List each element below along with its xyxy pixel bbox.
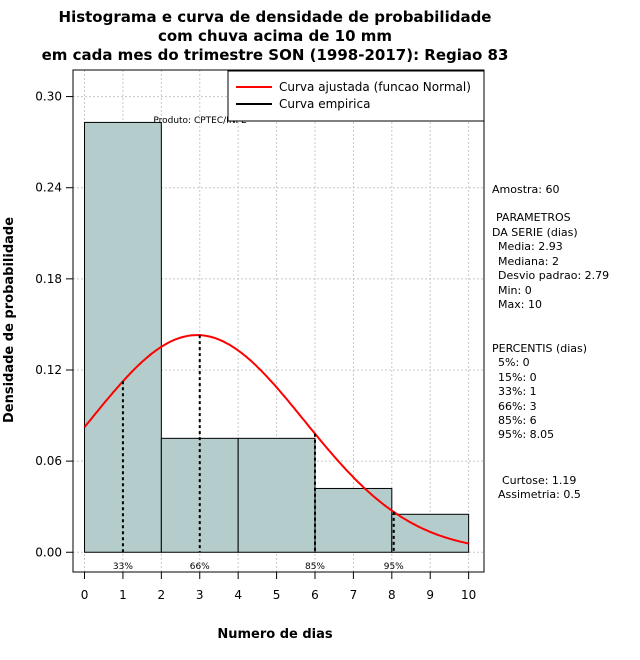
stat-parametros-title: PARAMETROS (496, 211, 571, 224)
x-tick-label: 2 (158, 588, 166, 602)
y-tick-label: 0.30 (35, 90, 62, 104)
stat-assimetria: Assimetria: 0.5 (498, 488, 581, 501)
stat-p5: 5%: 0 (498, 356, 530, 369)
stat-amostra: Amostra: 60 (492, 183, 559, 196)
x-tick-label: 1 (119, 588, 127, 602)
stat-percentis-title: PERCENTIS (dias) (492, 342, 587, 355)
x-tick-label: 4 (234, 588, 242, 602)
x-axis-label: Numero de dias (217, 627, 333, 642)
stat-max: Max: 10 (498, 298, 542, 311)
histogram-bar-4 (314, 487, 393, 553)
stat-p95: 95%: 8.05 (498, 428, 554, 441)
stats-panel: Amostra: 60 PARAMETROS DA SERIE (dias) M… (492, 183, 609, 501)
stat-p85: 85%: 6 (498, 414, 537, 427)
x-tick-label: 5 (273, 588, 281, 602)
y-axis: 0.00 0.06 0.12 0.18 0.24 0.30 (35, 90, 74, 559)
x-tick-label: 8 (388, 588, 396, 602)
chart-title-line-3: em cada mes do trimestre SON (1998-2017)… (42, 46, 509, 64)
percentile-label-33: 33% (113, 562, 133, 572)
curve-layer (83, 334, 469, 545)
fitted-normal-curve (83, 334, 469, 545)
chart-title-line-2: com chuva acima de 10 mm (158, 27, 392, 45)
stat-min: Min: 0 (498, 284, 532, 297)
x-tick-label: 0 (81, 588, 89, 602)
y-tick-label: 0.00 (35, 545, 62, 559)
y-axis-label: Densidade de probabilidade (2, 217, 17, 423)
x-tick-label: 9 (426, 588, 434, 602)
stat-mediana: Mediana: 2 (498, 255, 559, 268)
histogram-bar-3 (237, 437, 316, 553)
chart-title-line-1: Histograma e curva de densidade de proba… (59, 8, 492, 26)
y-tick-label: 0.24 (35, 181, 62, 195)
stat-p66: 66%: 3 (498, 400, 537, 413)
stat-curtose: Curtose: 1.19 (502, 474, 576, 487)
x-tick-label: 3 (196, 588, 204, 602)
legend: Curva ajustada (funcao Normal) Curva emp… (227, 70, 485, 122)
histogram-bar-5 (391, 513, 470, 553)
x-axis: 0 1 2 3 4 5 6 7 8 9 10 (81, 571, 476, 602)
legend-empirical-label: Curva empirica (279, 97, 370, 111)
y-tick-label: 0.18 (35, 272, 62, 286)
stat-media: Media: 2.93 (498, 240, 563, 253)
legend-box (227, 70, 485, 122)
stat-parametros-subtitle: DA SERIE (dias) (492, 226, 578, 239)
histogram-bar-1 (84, 121, 162, 553)
y-tick-label: 0.06 (35, 454, 62, 468)
percentile-label-95: 95% (384, 562, 404, 572)
legend-fitted-label: Curva ajustada (funcao Normal) (279, 80, 471, 94)
stat-p15: 15%: 0 (498, 371, 537, 384)
percentile-markers: 33% 66% 85% 95% (113, 335, 404, 572)
stat-desvio: Desvio padrao: 2.79 (498, 269, 609, 282)
percentile-label-66: 66% (190, 562, 210, 572)
percentile-label-85: 85% (305, 562, 325, 572)
y-tick-label: 0.12 (35, 363, 62, 377)
watermark: Produto: CPTEC/INPE (153, 116, 247, 126)
stat-p33: 33%: 1 (498, 385, 537, 398)
x-tick-label: 10 (461, 588, 476, 602)
x-tick-label: 7 (350, 588, 358, 602)
x-tick-label: 6 (311, 588, 319, 602)
